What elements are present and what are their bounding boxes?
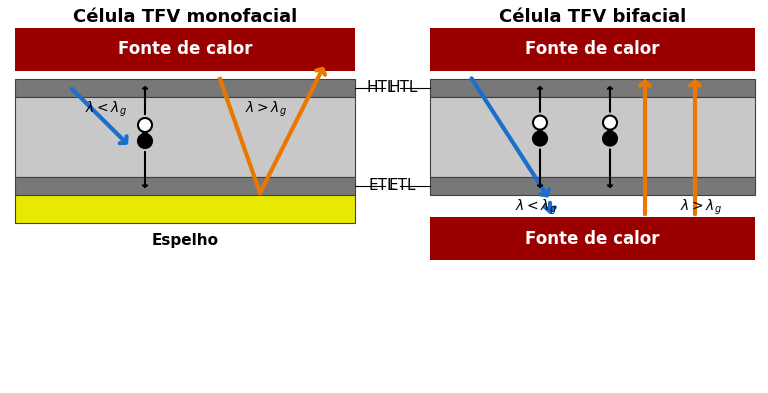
Text: $\lambda < \lambda_g$: $\lambda < \lambda_g$ xyxy=(515,197,557,217)
Text: $\lambda < \lambda_g$: $\lambda < \lambda_g$ xyxy=(85,99,127,119)
Text: $\lambda > \lambda_g$: $\lambda > \lambda_g$ xyxy=(245,99,287,119)
Bar xyxy=(430,177,755,195)
Text: Célula TFV bifacial: Célula TFV bifacial xyxy=(499,8,686,26)
Circle shape xyxy=(603,132,617,145)
Text: HTL: HTL xyxy=(389,81,419,95)
Text: ETL: ETL xyxy=(389,178,416,193)
Text: $\lambda > \lambda_g$: $\lambda > \lambda_g$ xyxy=(680,197,722,217)
Circle shape xyxy=(603,116,617,130)
Text: Fonte de calor: Fonte de calor xyxy=(118,40,252,59)
Text: Fonte de calor: Fonte de calor xyxy=(525,230,660,248)
Bar xyxy=(430,28,755,71)
Bar xyxy=(15,177,355,195)
Bar xyxy=(15,97,355,177)
Circle shape xyxy=(533,132,547,145)
Text: Célula TFV monofacial: Célula TFV monofacial xyxy=(73,8,297,26)
Circle shape xyxy=(138,118,152,132)
Bar xyxy=(15,79,355,97)
Bar xyxy=(15,195,355,223)
Bar xyxy=(430,217,755,260)
Text: Fonte de calor: Fonte de calor xyxy=(525,40,660,59)
Circle shape xyxy=(138,134,152,148)
Circle shape xyxy=(533,116,547,130)
Text: Espelho: Espelho xyxy=(151,233,219,248)
Bar xyxy=(430,79,755,97)
Text: HTL: HTL xyxy=(366,81,396,95)
Bar xyxy=(430,97,755,177)
Text: ETL: ETL xyxy=(369,178,396,193)
Bar xyxy=(15,28,355,71)
